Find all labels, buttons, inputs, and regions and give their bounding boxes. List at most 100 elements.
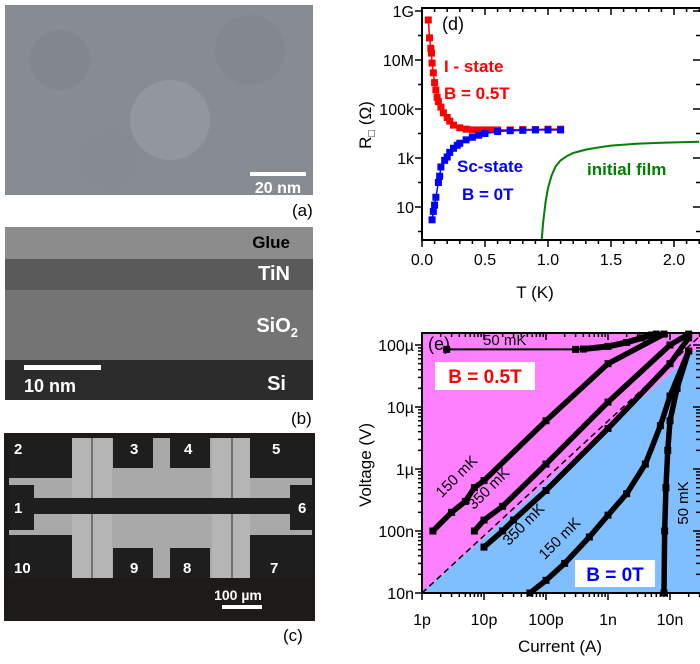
x-tick-label: 1.5 (600, 252, 622, 269)
y-tick-label: 100µ (378, 338, 414, 355)
series-i-state-point (450, 122, 457, 129)
series-i-state-point (463, 126, 470, 133)
y-tick-label: 1G (393, 4, 414, 21)
contact-6: 6 (298, 500, 306, 517)
series-0T-350mK-point (481, 544, 488, 551)
series-0T-150mK-point (642, 461, 649, 468)
series-sc-state-point (463, 136, 470, 143)
series-0.5T-350mK-point (543, 461, 550, 468)
series-sc-state-point (430, 208, 437, 215)
series-sc-state-point (432, 194, 439, 201)
label-0.5t-50mk: 50 mK (483, 332, 526, 349)
contact-7: 7 (270, 560, 278, 577)
y-tick-label: 100k (379, 102, 415, 119)
series-i-state-point (428, 50, 435, 57)
panel-a-micrograph: 20 nm (5, 5, 313, 197)
label-0t-50mk: 50 mK (675, 481, 692, 524)
x-tick-label: 10p (471, 612, 498, 629)
series-i-state-point (469, 126, 476, 133)
series-i-state-point (426, 34, 433, 41)
series-i-state-point (431, 79, 438, 86)
series-0T-50mK-point (674, 385, 681, 392)
contact-1: 1 (14, 500, 22, 517)
field-label-upper: B = 0.5T (448, 367, 522, 388)
series-sc-state-point (435, 179, 442, 186)
x-tick-label: 2.0 (663, 252, 685, 269)
x-tick-label: 100p (528, 612, 564, 629)
series-sc-state-point (429, 216, 436, 223)
series-0T-50mK-point (667, 417, 674, 424)
series-0.5T-350mK-point (499, 503, 506, 510)
annotation-initial-film: initial film (587, 160, 666, 179)
chart-e-panel-label: (e) (428, 334, 450, 354)
series-0.5T-350mK-point (667, 342, 674, 349)
chart-d-ylabel: R□ (Ω) (356, 101, 378, 149)
panel-b-label: (b) (291, 409, 312, 428)
series-0T-150mK-point (657, 422, 664, 429)
series-i-state-point (425, 16, 432, 23)
series-0T-350mK-point (605, 425, 612, 432)
contact-9: 9 (130, 560, 138, 577)
series-0.5T-50mK-point (638, 334, 645, 341)
series-sc-state-point (469, 134, 476, 141)
series-0T-150mK-point (623, 490, 630, 497)
y-tick-label: 10µ (387, 400, 414, 417)
series-0T-150mK-point (543, 577, 550, 584)
scale-bar-c (222, 605, 262, 609)
series-0.5T-150mK-point (448, 509, 455, 516)
x-tick-label: 0.5 (474, 252, 496, 269)
series-0.5T-50mK-point (572, 346, 579, 353)
panel-c-device-image: 1 2 3 4 5 6 7 8 9 10 100 µm (4, 433, 315, 621)
series-0T-350mK-point (543, 487, 550, 494)
series-0.5T-50mK-point (580, 346, 587, 353)
series-0T-50mK-point (662, 484, 669, 491)
scale-bar-a (250, 172, 306, 176)
annotation-sc-state-field: B = 0T (462, 185, 514, 204)
annotation-sc-state: Sc-state (457, 157, 523, 176)
contact-4: 4 (184, 441, 193, 458)
y-tick-label: 100n (378, 524, 414, 541)
scale-bar-a-label: 20 nm (255, 180, 301, 197)
chart-e-ylabel: Voltage (V) (356, 423, 375, 507)
contact-8: 8 (183, 560, 191, 577)
series-sc-state-point (475, 132, 482, 139)
series-sc-state-point (431, 202, 438, 209)
annotation-i-state-field: B = 0.5T (444, 84, 510, 103)
series-0T-350mK-point (667, 360, 674, 367)
series-sc-state-point (532, 126, 539, 133)
series-0.5T-350mK-point (481, 517, 488, 524)
chart-d-xlabel: T (K) (516, 283, 553, 302)
series-0T-150mK-point (561, 560, 568, 567)
contact-3: 3 (130, 441, 138, 458)
series-sc-state-point (545, 126, 552, 133)
panel-c-label: (c) (283, 626, 303, 645)
scale-bar-c-label: 100 µm (214, 587, 262, 603)
y-tick-label: 1k (397, 151, 415, 168)
series-sc-state-point (507, 127, 514, 134)
series-0T-50mK-point (685, 348, 692, 355)
series-0T-150mK-point (605, 512, 612, 519)
x-tick-label: 10n (657, 612, 684, 629)
field-label-lower: B = 0T (586, 565, 644, 586)
layer-tin: TiN (258, 263, 290, 285)
layer-glue: Glue (252, 233, 290, 252)
scale-bar-b (24, 365, 101, 370)
series-i-state-point (430, 69, 437, 76)
x-tick-label: 0.0 (411, 252, 433, 269)
y-tick-label: 10 (396, 200, 414, 217)
chart-e-xlabel: Current (A) (518, 637, 602, 656)
x-tick-label: 1p (413, 612, 431, 629)
chart-d-panel-label: (d) (442, 14, 464, 34)
series-i-state-point (456, 124, 463, 131)
contact-2: 2 (14, 441, 22, 458)
series-0.5T-150mK-point (605, 360, 612, 367)
series-sc-state-point (557, 126, 564, 133)
series-0.5T-50mK-point (605, 343, 612, 350)
series-sc-state-point (494, 128, 501, 135)
y-tick-label: 1µ (396, 462, 414, 479)
contact-10: 10 (14, 560, 31, 577)
x-tick-label: 1.0 (537, 252, 559, 269)
series-0T-50mK-point (661, 528, 668, 535)
series-i-state-point (429, 60, 436, 67)
